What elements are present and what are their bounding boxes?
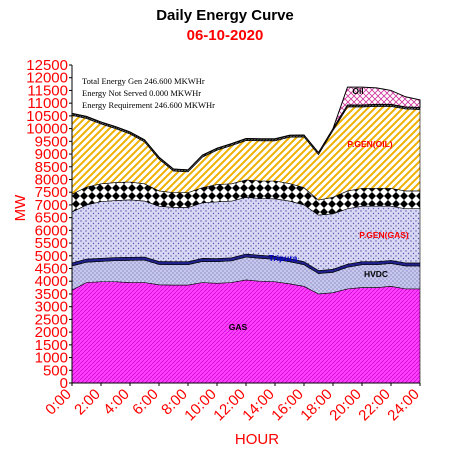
y-tick-label: 7000 xyxy=(35,197,68,214)
y-tick-label: 2000 xyxy=(35,324,68,341)
area-series-group xyxy=(71,86,421,384)
series-label-pgas: P.GEN(GAS) xyxy=(359,230,409,240)
y-tick-label: 5000 xyxy=(35,248,68,265)
x-tick-label: 18:00 xyxy=(297,386,336,425)
x-tick-label: 4:00 xyxy=(100,386,133,419)
y-tick-label: 9500 xyxy=(35,133,68,150)
y-tick-label: 3500 xyxy=(35,286,68,303)
y-axis-ticks: 0500100015002000250030003500400045005000… xyxy=(26,57,72,392)
y-tick-label: 2500 xyxy=(35,311,68,328)
x-tick-label: 0:00 xyxy=(42,386,75,419)
y-tick-label: 7500 xyxy=(35,184,68,201)
annotation-total-gen: Total Energy Gen 246.600 MKWHr xyxy=(82,76,205,86)
annotation-requirement: Energy Requirement 246.600 MKWHr xyxy=(82,100,215,110)
y-tick-label: 1000 xyxy=(35,350,68,367)
y-tick-label: 5500 xyxy=(35,235,68,252)
y-tick-label: 6500 xyxy=(35,210,68,227)
x-tick-label: 6:00 xyxy=(129,386,162,419)
series-label-tripura: Tripura xyxy=(269,253,298,263)
x-tick-label: 20:00 xyxy=(326,386,365,425)
series-label-oil: Oil xyxy=(352,86,363,96)
y-tick-label: 8500 xyxy=(35,159,68,176)
y-tick-label: 500 xyxy=(43,362,68,379)
x-tick-label: 12:00 xyxy=(210,386,249,425)
y-tick-label: 1500 xyxy=(35,337,68,354)
y-tick-label: 10000 xyxy=(26,121,68,138)
y-tick-label: 3000 xyxy=(35,299,68,316)
y-tick-label: 12000 xyxy=(26,70,68,87)
series-label-pgoil: P.GEN(OIL) xyxy=(347,139,392,149)
series-label-gas: GAS xyxy=(229,322,248,332)
x-tick-label: 14:00 xyxy=(239,386,278,425)
chart-date: 06-10-2020 xyxy=(187,27,264,44)
y-tick-label: 0 xyxy=(60,375,68,392)
y-tick-label: 11000 xyxy=(27,95,68,112)
y-tick-label: 6000 xyxy=(35,222,68,239)
x-tick-label: 24:00 xyxy=(384,386,423,425)
y-tick-label: 10500 xyxy=(26,108,68,125)
y-tick-label: 12500 xyxy=(26,57,68,74)
y-tick-label: 4000 xyxy=(35,273,68,290)
x-axis-ticks: 0:002:004:006:008:0010:0012:0014:0016:00… xyxy=(42,383,423,424)
y-tick-label: 8000 xyxy=(35,171,68,188)
series-label-hvdc: HVDC xyxy=(364,269,388,279)
x-tick-label: 16:00 xyxy=(268,386,307,425)
annotation-not-served: Energy Not Served 0.000 MKWHr xyxy=(82,88,201,98)
y-tick-label: 11500 xyxy=(27,82,68,99)
y-tick-label: 9000 xyxy=(35,146,68,163)
chart-title: Daily Energy Curve xyxy=(156,7,294,24)
x-axis-label: HOUR xyxy=(235,431,279,448)
y-tick-label: 4500 xyxy=(35,261,68,278)
y-axis-label: MW xyxy=(12,194,29,221)
area-oil xyxy=(71,86,421,171)
x-tick-label: 22:00 xyxy=(355,386,394,425)
x-tick-label: 10:00 xyxy=(181,386,220,425)
x-tick-label: 2:00 xyxy=(71,386,104,419)
